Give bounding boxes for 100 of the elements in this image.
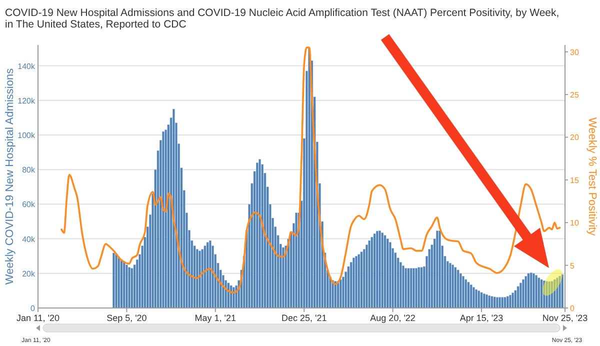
bar <box>256 162 258 308</box>
bar <box>472 287 475 308</box>
bar <box>402 265 404 308</box>
bar <box>490 296 494 308</box>
bar <box>410 268 412 308</box>
x-tick-label: Nov 25, '23 <box>542 313 588 323</box>
bar <box>512 292 514 308</box>
bar <box>548 281 551 308</box>
bar <box>506 296 509 308</box>
y2-tick-label: 15 <box>570 176 580 185</box>
bar <box>550 281 554 308</box>
bar <box>339 279 342 308</box>
bar <box>438 230 441 308</box>
bar <box>352 258 355 308</box>
bar <box>332 280 334 308</box>
bar <box>172 108 175 308</box>
bar <box>470 284 472 308</box>
bar <box>540 279 543 308</box>
bar <box>524 276 528 308</box>
bar <box>516 286 520 308</box>
bar <box>360 252 363 308</box>
bar <box>112 252 115 308</box>
bar <box>206 242 209 308</box>
bar <box>282 247 284 308</box>
bar <box>456 270 460 308</box>
bar <box>204 246 206 308</box>
y-tick-label: 20k <box>22 269 36 278</box>
bar <box>556 278 558 308</box>
bar <box>462 276 464 308</box>
y-tick-label: 100k <box>18 130 36 140</box>
y2-tick-label: 0 <box>570 304 575 313</box>
bar <box>467 282 470 308</box>
bar <box>538 278 540 308</box>
bar <box>209 240 212 308</box>
bar <box>504 296 506 308</box>
bar <box>295 212 298 308</box>
y2-tick-label: 20 <box>570 133 580 142</box>
bar <box>553 279 556 308</box>
bar <box>542 280 546 308</box>
bar <box>308 48 311 308</box>
bar <box>546 281 548 308</box>
bar <box>196 249 198 308</box>
bar <box>336 281 340 308</box>
bar <box>535 275 538 308</box>
bar <box>386 238 389 308</box>
bar <box>122 261 126 308</box>
bar <box>130 268 134 308</box>
bar <box>126 264 128 308</box>
y2-tick-label: 5 <box>570 261 575 270</box>
bar <box>482 294 486 308</box>
bar <box>496 297 498 308</box>
bar <box>412 268 415 308</box>
bar <box>522 279 524 308</box>
bar <box>480 292 483 308</box>
bar <box>115 254 118 308</box>
x-tick-label: Aug 20, '22 <box>370 313 416 323</box>
y2-tick-label: 10 <box>570 218 580 228</box>
bar <box>454 267 457 308</box>
bar <box>509 294 512 308</box>
bar <box>376 230 378 308</box>
bar <box>519 282 522 308</box>
bar <box>498 297 501 308</box>
bar <box>230 285 232 308</box>
bar <box>227 282 230 308</box>
y-tick-label: 80k <box>22 166 36 175</box>
bar <box>198 250 201 308</box>
bar <box>475 289 478 308</box>
y2-tick-label: 25 <box>570 90 580 100</box>
bar <box>514 290 517 308</box>
bar <box>488 295 491 308</box>
bar <box>201 249 204 308</box>
bar <box>459 273 462 308</box>
x-tick-label: Dec 25, '21 <box>281 313 327 323</box>
bar <box>162 131 164 308</box>
x-tick-label: Jan 11, '20 <box>16 313 60 323</box>
x-tick-label: Apr 15, '23 <box>460 313 504 323</box>
bar <box>501 297 504 308</box>
bar <box>258 159 261 308</box>
y2-axis-title: Weekly % Test Positivity <box>586 117 598 236</box>
bar <box>527 273 530 308</box>
bar <box>532 273 535 308</box>
bar <box>120 259 123 308</box>
chart-title: COVID-19 New Hospital Admissions and COVID-19 Nucleic Acid Amplification Test (NAAT) Percent Positivity, by Week, in The United States, Reported to CDC <box>5 7 560 30</box>
bar <box>381 232 384 308</box>
bar <box>368 240 371 308</box>
bar <box>384 235 386 308</box>
bar <box>493 296 496 308</box>
bar <box>347 266 350 308</box>
bar <box>449 262 452 308</box>
bar <box>358 254 360 308</box>
x-tick-label: Sep 5, '20 <box>106 313 147 323</box>
bar <box>128 267 130 308</box>
y-tick-label: 0 <box>30 304 36 313</box>
bar <box>561 274 564 308</box>
bar <box>486 294 488 308</box>
bar <box>404 268 408 308</box>
bar <box>118 256 120 308</box>
y-tick-label: 40k <box>22 234 36 244</box>
y-tick-label: 140k <box>18 62 36 71</box>
y-tick-label: 120k <box>18 96 36 106</box>
